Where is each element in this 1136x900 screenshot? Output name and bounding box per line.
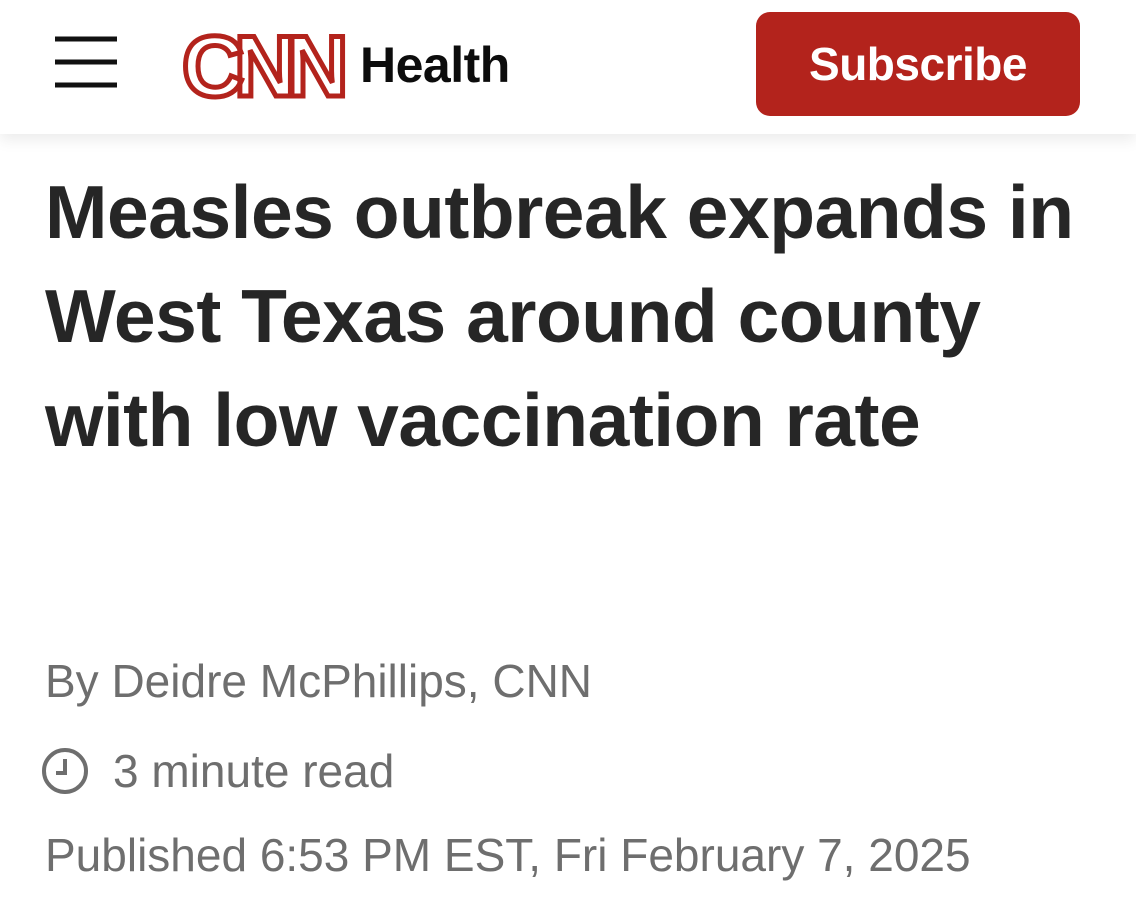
menu-button[interactable] [50,30,122,94]
clock-icon [42,748,88,794]
headline: Measles outbreak expands in West Texas a… [45,170,1074,462]
byline: By Deidre McPhillips, CNN [45,655,593,707]
cnn-logo[interactable]: CNN [180,22,350,106]
logo-text: CNN [182,22,343,106]
section-name[interactable]: Health [360,37,510,93]
header: CNN Health Subscribe [0,0,1136,134]
published-date: Published 6:53 PM EST, Fri February 7, 2… [45,829,971,881]
read-time: 3 minute read [113,745,395,797]
subscribe-button[interactable]: Subscribe [756,12,1080,116]
